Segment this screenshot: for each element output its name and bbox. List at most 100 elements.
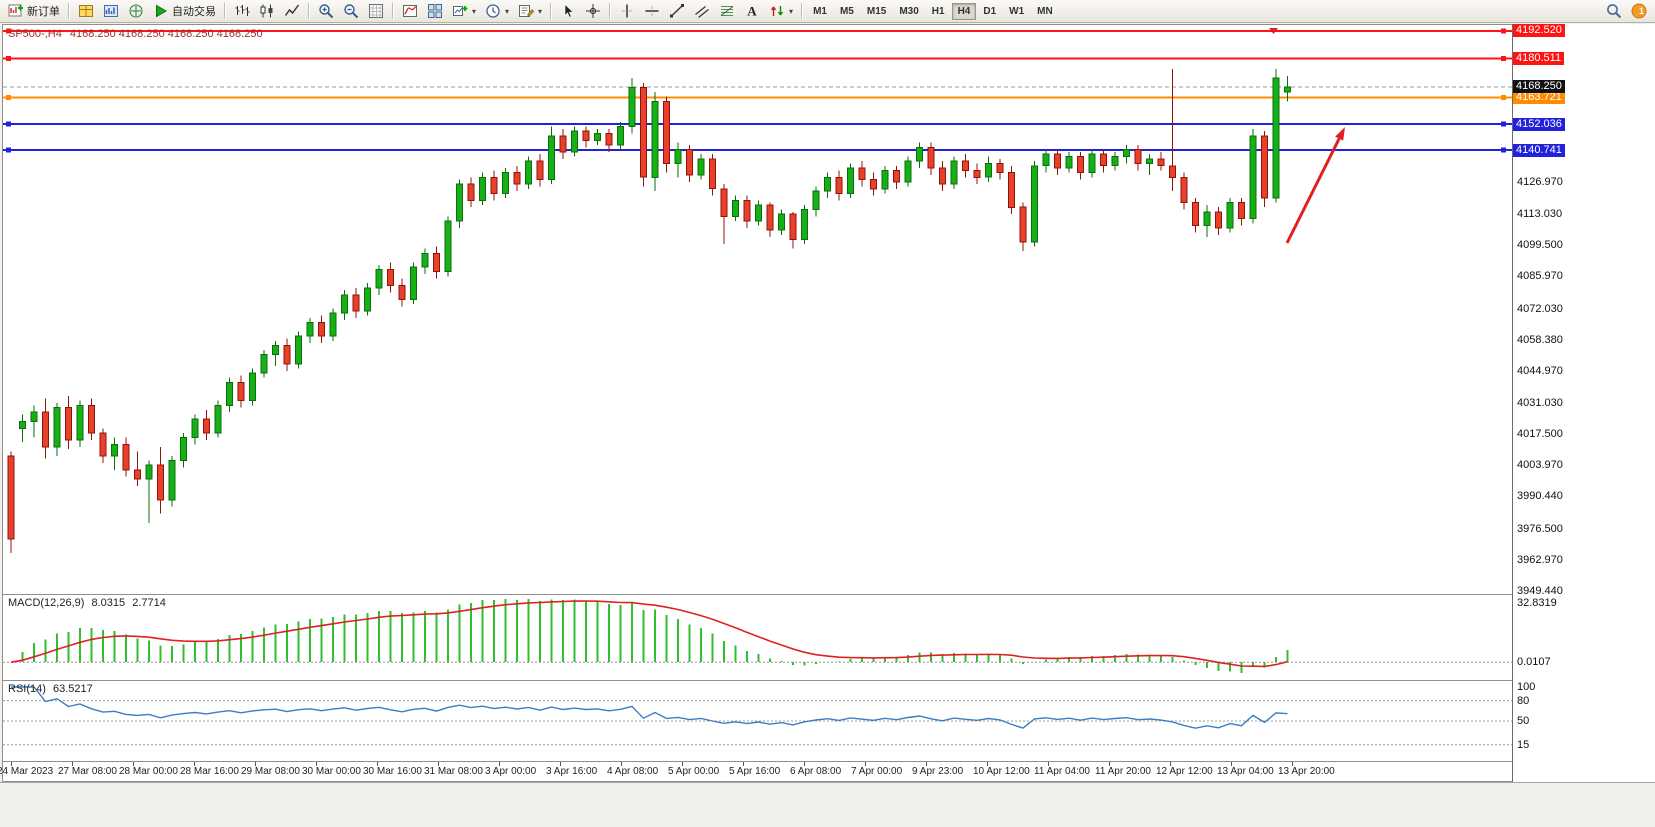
candlestick-series — [7, 69, 1292, 553]
time-axis-label: 10 Apr 12:00 — [973, 766, 1030, 777]
crosshair-button[interactable] — [581, 1, 605, 21]
separator — [2, 761, 1512, 762]
search-icon — [1606, 3, 1622, 19]
indicators-button[interactable] — [398, 1, 422, 21]
tile-windows-button[interactable] — [423, 1, 447, 21]
macd-signal-value: 2.7714 — [132, 597, 166, 609]
separator — [2, 24, 1512, 25]
time-axis-label: 28 Mar 00:00 — [119, 766, 178, 777]
grid-button[interactable] — [364, 1, 388, 21]
main-chart-svg[interactable] — [3, 25, 1512, 594]
svg-text:A: A — [747, 4, 757, 19]
toolbar: 新订单 自动交易 ▾ ▾ ▾ A ▾ M1 M5 M15 M30 H1 H4 D1 W1 MN 1 — [0, 0, 1655, 23]
zoom-in-button[interactable] — [314, 1, 338, 21]
time-axis-tick — [865, 762, 866, 766]
trendline-button[interactable] — [665, 1, 689, 21]
equidistant-channel-button[interactable] — [690, 1, 714, 21]
new-order-icon — [8, 3, 24, 19]
price-axis-label: 4072.030 — [1517, 302, 1563, 315]
price-axis-label: 3976.500 — [1517, 522, 1563, 535]
vertical-line-button[interactable] — [615, 1, 639, 21]
search-button[interactable] — [1602, 1, 1626, 21]
time-axis[interactable] — [3, 762, 1512, 781]
horizontal-line-icon — [644, 3, 660, 19]
time-axis-label: 4 Apr 08:00 — [607, 766, 659, 777]
timeframe-w1[interactable]: W1 — [1009, 5, 1025, 17]
toolbar-separator — [609, 3, 612, 19]
macd-label: MACD(12,26,9) — [8, 597, 85, 609]
templates-button[interactable]: ▾ — [514, 1, 546, 21]
time-axis-label: 12 Apr 12:00 — [1156, 766, 1213, 777]
bar-chart-button[interactable] — [230, 1, 254, 21]
price-axis-label: 4031.030 — [1517, 396, 1563, 409]
symbol-name: SP500-,H4 — [8, 28, 62, 40]
line-chart-button[interactable] — [280, 1, 304, 21]
rsi-axis-label: 100 — [1517, 681, 1536, 693]
timeframe-m30[interactable]: M30 — [899, 5, 919, 17]
candlestick-chart-button[interactable] — [255, 1, 279, 21]
zoom-out-icon — [343, 3, 359, 19]
navigator-button[interactable] — [124, 1, 148, 21]
price-axis-label: 4058.380 — [1517, 333, 1563, 346]
market-watch-button[interactable] — [99, 1, 123, 21]
time-axis-label: 7 Apr 00:00 — [851, 766, 903, 777]
timeframe-mn[interactable]: MN — [1037, 5, 1053, 17]
horizontal-line-button[interactable] — [640, 1, 664, 21]
timeframe-h1[interactable]: H1 — [931, 5, 945, 17]
timeframe-m1[interactable]: M1 — [813, 5, 827, 17]
add-indicator-button[interactable]: ▾ — [448, 1, 480, 21]
horizontal-line[interactable] — [3, 28, 1512, 34]
fibonacci-icon — [719, 3, 735, 19]
time-axis-label: 28 Mar 16:00 — [180, 766, 239, 777]
horizontal-line[interactable] — [3, 56, 1512, 62]
chevron-down-icon: ▾ — [472, 6, 477, 16]
macd-axis-max-label: 32.8319 — [1517, 597, 1557, 609]
timeframe-h4[interactable]: H4 — [951, 2, 977, 20]
timeframe-d1[interactable]: D1 — [983, 5, 997, 17]
timeframe-m5[interactable]: M5 — [839, 5, 854, 17]
time-axis-label: 11 Apr 20:00 — [1095, 766, 1151, 777]
zoom-out-button[interactable] — [339, 1, 363, 21]
grid-icon — [368, 3, 384, 19]
fibonacci-button[interactable] — [715, 1, 739, 21]
cursor-button[interactable] — [556, 1, 580, 21]
rsi-panel-svg[interactable] — [3, 681, 1512, 761]
timeframe-m15[interactable]: M15 — [866, 5, 887, 17]
horizontal-line[interactable] — [3, 121, 1512, 127]
chevron-down-icon: ▾ — [538, 6, 543, 16]
toolbar-separator — [68, 3, 70, 19]
time-axis-tick — [255, 762, 256, 766]
new-order-button[interactable]: 新订单 — [4, 1, 64, 21]
price-badge: 4192.520 — [1513, 24, 1565, 38]
trendline-icon — [669, 3, 685, 19]
time-axis-label: 30 Mar 16:00 — [363, 766, 422, 777]
price-axis-label: 3962.970 — [1517, 553, 1563, 566]
trend-arrow[interactable] — [1285, 127, 1345, 244]
rsi-axis-label: 50 — [1517, 715, 1530, 727]
add-indicator-icon — [452, 3, 468, 19]
horizontal-line[interactable] — [3, 94, 1512, 100]
text-label-button[interactable]: A — [740, 1, 764, 21]
time-axis-tick — [194, 762, 195, 766]
rsi-label: RSI(14) — [8, 683, 46, 695]
notification-button[interactable]: 1 — [1627, 1, 1651, 21]
macd-header: MACD(12,26,9) 8.0315 2.7714 — [8, 597, 166, 609]
macd-panel-svg[interactable] — [3, 595, 1512, 680]
charts-grid-button[interactable] — [74, 1, 98, 21]
play-button[interactable]: 自动交易 — [149, 1, 220, 21]
price-badge: 4152.036 — [1513, 117, 1565, 131]
macd-signal-line — [10, 600, 1288, 668]
macd-histogram — [21, 599, 1289, 673]
time-axis-tick — [72, 762, 73, 766]
price-axis-label: 4099.500 — [1517, 239, 1563, 252]
time-axis-label: 13 Apr 20:00 — [1278, 766, 1335, 777]
time-axis-label: 9 Apr 23:00 — [912, 766, 964, 777]
time-axis-tick — [499, 762, 500, 766]
time-axis-label: 3 Apr 16:00 — [546, 766, 598, 777]
arrows-button[interactable]: ▾ — [765, 1, 797, 21]
price-axis-label: 4003.970 — [1517, 459, 1563, 472]
price-axis-label: 4126.970 — [1517, 175, 1563, 188]
period-clock-button[interactable]: ▾ — [481, 1, 513, 21]
horizontal-line[interactable] — [3, 147, 1512, 153]
time-axis-tick — [987, 762, 988, 766]
